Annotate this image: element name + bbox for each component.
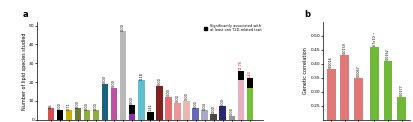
Bar xyxy=(246,78,252,88)
Text: 0.00: 0.00 xyxy=(229,107,233,115)
Bar xyxy=(57,110,63,120)
Text: 0.00: 0.00 xyxy=(220,98,224,106)
Y-axis label: Genetic correlation: Genetic correlation xyxy=(303,47,308,94)
Bar xyxy=(138,80,144,120)
Text: 0.00: 0.00 xyxy=(157,77,161,85)
Text: 0.00: 0.00 xyxy=(166,89,170,97)
Bar xyxy=(129,105,135,114)
Bar xyxy=(228,116,235,120)
Bar xyxy=(47,108,54,120)
Legend: Significantly associated with
at least one T2D-related trait: Significantly associated with at least o… xyxy=(204,24,261,32)
Y-axis label: Number of lipid species studied: Number of lipid species studied xyxy=(22,32,27,110)
Bar xyxy=(102,84,108,120)
Text: 0.71: 0.71 xyxy=(67,102,71,110)
Text: a: a xyxy=(22,10,28,19)
Bar xyxy=(147,112,153,120)
Text: 0.00: 0.00 xyxy=(130,96,134,104)
Bar xyxy=(383,61,392,120)
Text: 0.00: 0.00 xyxy=(94,102,98,110)
Bar xyxy=(192,108,198,120)
Text: 0.0016: 0.0016 xyxy=(328,56,332,68)
Bar xyxy=(147,112,153,120)
Bar xyxy=(183,101,189,120)
Text: 5.40: 5.40 xyxy=(247,70,251,78)
Bar xyxy=(237,71,244,120)
Text: 0.00: 0.00 xyxy=(175,94,179,102)
Bar xyxy=(120,31,126,120)
Text: 0.00: 0.00 xyxy=(121,23,125,31)
Text: 0.00: 0.00 xyxy=(85,102,89,110)
Text: 0.00: 0.00 xyxy=(211,106,215,113)
Text: 0.00: 0.00 xyxy=(184,92,188,100)
Bar xyxy=(369,47,378,120)
Bar xyxy=(156,86,162,120)
Bar xyxy=(129,105,135,120)
Bar xyxy=(83,110,90,120)
Bar xyxy=(210,114,216,120)
Bar xyxy=(66,110,72,120)
Text: 0.28: 0.28 xyxy=(139,72,143,80)
Text: 0.00: 0.00 xyxy=(58,102,62,110)
Bar xyxy=(165,97,171,120)
Text: ES: ES xyxy=(49,103,53,108)
Bar xyxy=(111,88,117,120)
Bar xyxy=(93,110,99,120)
Bar xyxy=(326,69,335,120)
Text: 1.41: 1.41 xyxy=(148,104,152,112)
Bar xyxy=(396,97,405,120)
Bar xyxy=(353,78,362,120)
Text: 0.00: 0.00 xyxy=(76,100,80,108)
Bar xyxy=(74,108,81,120)
Bar xyxy=(339,55,348,120)
Text: 0.04: 0.04 xyxy=(202,102,206,110)
Bar xyxy=(219,106,225,120)
Text: 0.0159: 0.0159 xyxy=(342,43,346,54)
Bar xyxy=(174,103,180,120)
Text: 0.0177: 0.0177 xyxy=(399,84,403,96)
Text: 0.00: 0.00 xyxy=(112,79,116,87)
Bar xyxy=(57,110,63,120)
Text: b: b xyxy=(303,10,309,19)
Text: 6.7x10⁻¹: 6.7x10⁻¹ xyxy=(372,31,375,46)
Text: 11.76: 11.76 xyxy=(238,60,242,70)
Text: 0.00: 0.00 xyxy=(103,76,107,83)
Bar xyxy=(237,71,244,80)
Text: 0.0162: 0.0162 xyxy=(385,48,389,60)
Text: 0.00: 0.00 xyxy=(193,100,197,108)
Bar xyxy=(246,78,252,120)
Bar xyxy=(201,110,207,120)
Text: 0.0067: 0.0067 xyxy=(356,65,359,77)
